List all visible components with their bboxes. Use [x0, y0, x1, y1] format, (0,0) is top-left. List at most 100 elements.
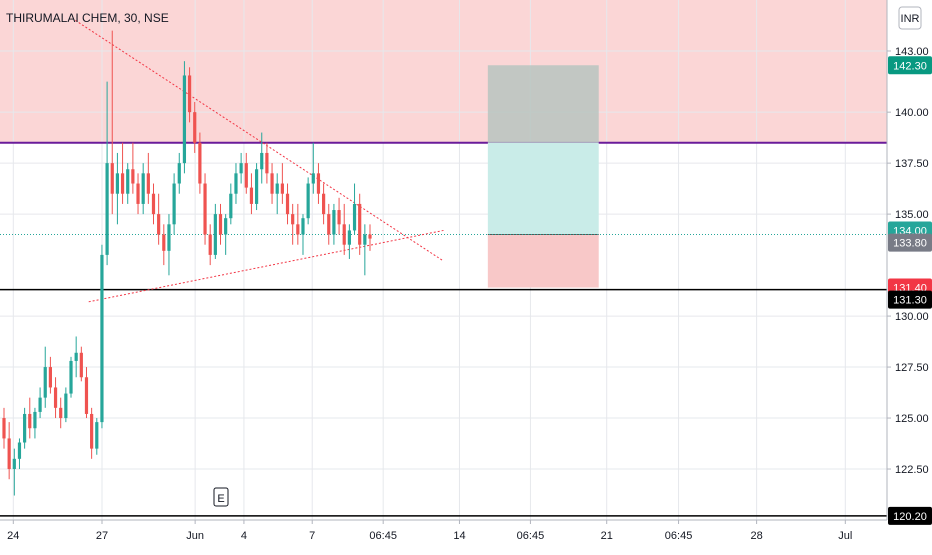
candle-body: [332, 210, 336, 235]
price-label: 120.20: [888, 506, 932, 525]
price-label: 133.80: [888, 233, 932, 252]
candle: [12, 448, 16, 496]
resistance-zone: [0, 0, 887, 143]
earnings-marker[interactable]: [213, 487, 229, 507]
candle-body: [162, 234, 166, 251]
candle: [48, 356, 52, 394]
candle: [177, 152, 181, 194]
candle: [239, 152, 243, 184]
candle: [146, 152, 150, 204]
candle: [100, 244, 104, 429]
candle-body: [270, 173, 274, 194]
y-tick-label: 143.00: [895, 46, 929, 58]
candle: [224, 214, 228, 255]
candle: [229, 183, 233, 225]
candle-body: [301, 218, 305, 235]
candle-body: [28, 413, 32, 429]
candle: [74, 336, 78, 378]
y-tick-label: 127.50: [895, 362, 929, 374]
x-tick-label: 21: [601, 530, 613, 542]
candle: [285, 183, 290, 225]
candle-body: [167, 224, 171, 251]
candle-body: [208, 234, 212, 255]
candle-body: [110, 163, 114, 194]
candle-body: [120, 173, 125, 194]
x-tick-label: 24: [7, 530, 19, 542]
candle-body: [213, 214, 217, 255]
trendline: [88, 229, 444, 303]
candle: [53, 377, 58, 419]
candle-body: [285, 193, 290, 215]
candle-body: [239, 163, 243, 174]
candle: [162, 224, 166, 266]
currency-badge[interactable]: [898, 6, 922, 30]
candle-body: [146, 173, 150, 194]
candle-body: [74, 352, 78, 361]
candle: [182, 61, 187, 174]
candle-body: [151, 193, 156, 215]
candle: [368, 224, 372, 251]
candle: [157, 193, 161, 245]
price-label-bg: [888, 290, 932, 309]
candle: [167, 214, 171, 276]
candle-body: [64, 393, 68, 419]
candle-body: [187, 75, 192, 113]
candle: [332, 203, 336, 245]
resistance-zone-layer: [0, 0, 887, 143]
candle: [363, 224, 367, 276]
candle-body: [291, 214, 295, 225]
candle: [280, 163, 284, 204]
candle: [110, 30, 114, 215]
candle-body: [23, 413, 27, 443]
candle: [265, 142, 269, 184]
price-label-bg: [888, 233, 932, 252]
candle: [136, 173, 140, 215]
candle-body: [141, 173, 145, 204]
candle-body: [265, 152, 269, 174]
candle: [131, 142, 135, 194]
candle: [69, 356, 73, 398]
y-tick-label: 130.00: [895, 311, 929, 323]
candle-body: [136, 183, 140, 204]
candle: [218, 203, 223, 245]
grid-layer: [0, 0, 887, 520]
candle: [2, 407, 6, 449]
candle: [64, 387, 68, 423]
price-axis: 122.50 125.00 127.50 130.00 135.00 137.50 140.…: [887, 46, 929, 476]
candle-body: [254, 169, 259, 204]
x-tick-label: 14: [453, 530, 465, 542]
y-tick-label: 125.00: [895, 413, 929, 425]
candle-body: [224, 218, 228, 235]
candle-body: [79, 352, 83, 378]
candle-body: [193, 112, 197, 143]
candle: [90, 407, 94, 459]
candle: [358, 193, 362, 255]
candle-body: [84, 377, 89, 414]
y-tick-label: 135.00: [895, 209, 929, 221]
x-tick-label: Jul: [838, 530, 852, 542]
time-axis: 24 27 Jun 4 7 06:45 14 06:45 21 06:45 28 Jul: [7, 520, 852, 542]
candle-body: [363, 234, 367, 245]
candle-body: [347, 230, 351, 245]
candle-body: [342, 224, 346, 245]
price-label-text: 142.30: [893, 60, 927, 72]
candle: [120, 142, 125, 204]
price-label: 131.30: [888, 290, 932, 309]
candle-body: [115, 173, 120, 194]
candle-body: [105, 163, 109, 255]
position-tool-layer: [0, 65, 887, 288]
earnings-marker-label: E: [217, 493, 224, 505]
x-tick-label: 27: [96, 530, 108, 542]
candle-body: [311, 173, 315, 184]
candle: [203, 173, 207, 245]
candle: [322, 183, 326, 225]
candle: [254, 163, 259, 211]
candle-body: [296, 224, 300, 235]
candle: [105, 81, 109, 266]
price-label-text: 133.80: [893, 238, 927, 250]
candle: [7, 422, 11, 480]
candle-body: [337, 210, 341, 225]
